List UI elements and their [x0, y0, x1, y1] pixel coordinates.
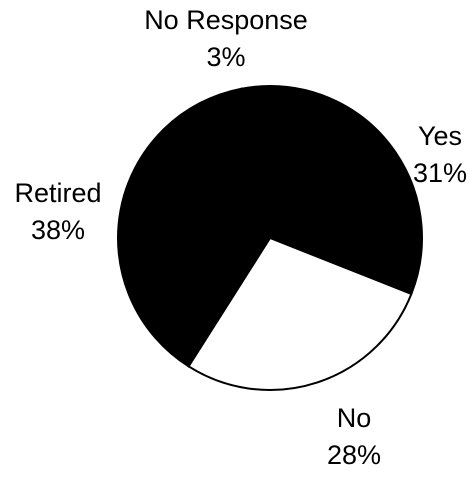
label-retired-name: Retired	[14, 178, 101, 208]
label-yes-name: Yes	[418, 121, 462, 151]
pie-slice-no-response	[240, 84, 271, 239]
pie-slice-yes	[269, 84, 423, 296]
pie-slices	[117, 84, 423, 391]
pie-slice-retired	[117, 87, 272, 368]
pie-slice-no	[187, 236, 413, 391]
label-no-name: No	[337, 403, 372, 433]
label-no-response-value: 3%	[206, 42, 245, 72]
label-retired-value: 38%	[31, 215, 85, 245]
label-no-value: 28%	[327, 440, 381, 470]
label-no-response-name: No Response	[144, 5, 308, 35]
label-yes-value: 31%	[413, 158, 467, 188]
